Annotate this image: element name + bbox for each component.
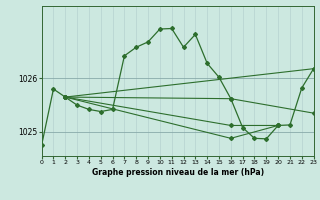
X-axis label: Graphe pression niveau de la mer (hPa): Graphe pression niveau de la mer (hPa) [92,168,264,177]
